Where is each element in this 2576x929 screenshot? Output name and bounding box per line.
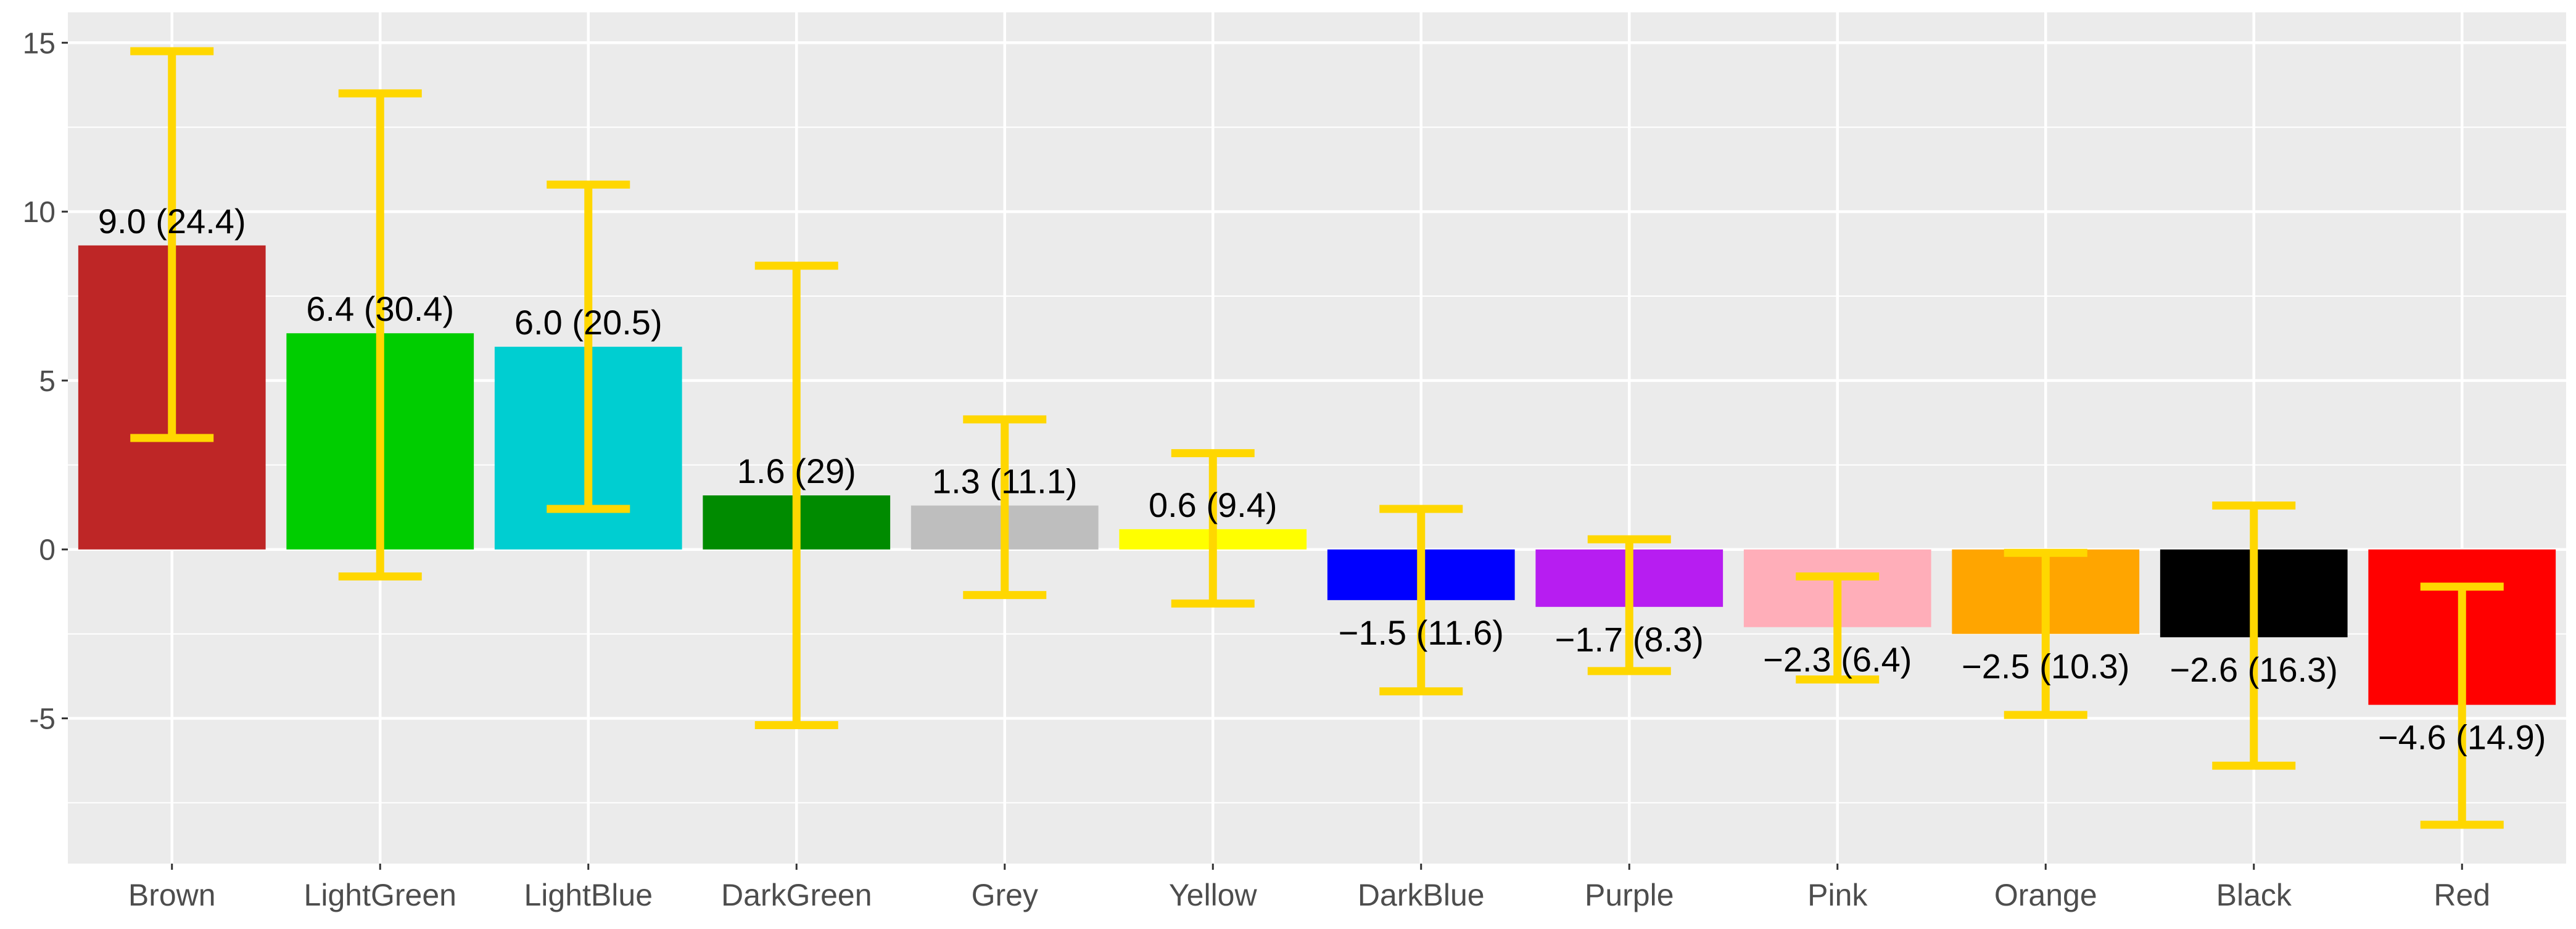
- x-tick-label: DarkBlue: [1358, 878, 1485, 912]
- data-label: 0.6 (9.4): [1149, 485, 1278, 524]
- data-label: 9.0 (24.4): [98, 202, 246, 241]
- y-tick-label: 5: [39, 365, 56, 398]
- x-tick-label: Purple: [1585, 878, 1674, 912]
- x-tick-label: Grey: [972, 878, 1038, 912]
- data-label: 6.0 (20.5): [514, 303, 663, 342]
- x-tick-label: Red: [2434, 878, 2490, 912]
- data-label: 1.3 (11.1): [932, 462, 1078, 501]
- x-tick-label: Brown: [128, 878, 216, 912]
- x-tick-label: Yellow: [1169, 878, 1258, 912]
- data-label: −2.5 (10.3): [1962, 647, 2129, 686]
- y-tick-label: -5: [29, 703, 56, 736]
- plot-panel: [68, 12, 2566, 864]
- data-label: −1.5 (11.6): [1339, 613, 1504, 652]
- x-tick-label: Pink: [1807, 878, 1868, 912]
- data-label: −2.3 (6.4): [1763, 640, 1912, 679]
- data-label: −1.7 (8.3): [1555, 620, 1704, 659]
- x-tick-label: LightBlue: [524, 878, 653, 912]
- y-tick-label: 0: [39, 534, 56, 567]
- x-tick-label: Black: [2216, 878, 2292, 912]
- data-label: 6.4 (30.4): [306, 289, 454, 328]
- data-label: 1.6 (29): [737, 452, 856, 490]
- y-tick-label: 15: [23, 27, 56, 60]
- x-axis: Brown LightGreen LightBlue DarkGreen Grey Yel…: [128, 864, 2490, 912]
- y-axis: -5 0 5 10 15: [23, 27, 68, 736]
- data-label: −2.6 (16.3): [2170, 650, 2338, 689]
- x-tick-label: LightGreen: [304, 878, 456, 912]
- y-tick-label: 10: [23, 196, 56, 229]
- data-labels: 9.0 (24.4) 6.4 (30.4) 6.0 (20.5) 1.6 (29) 1.…: [98, 202, 2546, 757]
- error-bars: [130, 47, 2504, 829]
- data-label: −4.6 (14.9): [2378, 718, 2546, 757]
- x-tick-label: Orange: [1994, 878, 2097, 912]
- x-tick-label: DarkGreen: [721, 878, 872, 912]
